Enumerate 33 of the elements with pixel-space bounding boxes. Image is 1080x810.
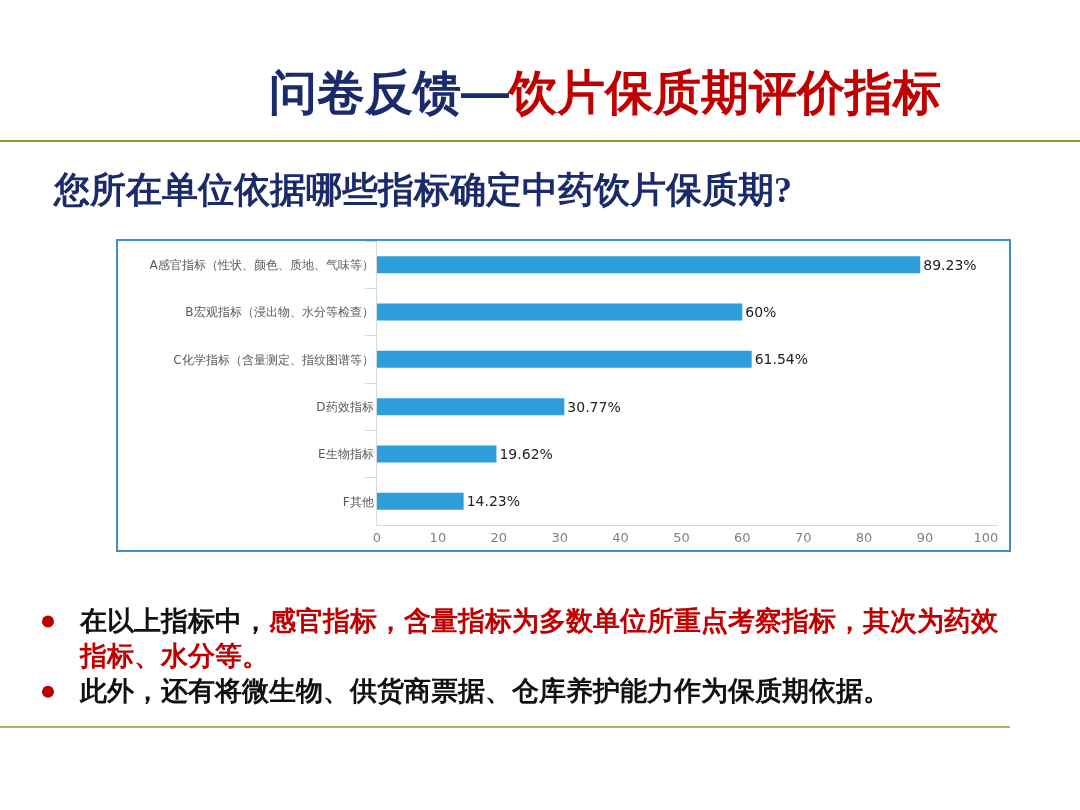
x-tick-label: 20 (490, 529, 508, 545)
data-label: 60% (745, 304, 777, 320)
x-tick-label: 60 (734, 529, 751, 545)
data-label: 19.62% (499, 446, 553, 462)
x-tick-label: 90 (916, 529, 934, 545)
x-tick-label: 70 (794, 529, 812, 545)
text: 在以上指标中，感官指标，含量指标为多数单位所重点考察指标，其次为药效指标、水分等。 (79, 606, 999, 672)
chart-title: 问卷反馈—饮片保质期评价指标 (269, 65, 941, 119)
bar (377, 303, 743, 321)
bar (377, 445, 497, 463)
text: 此外，还有将微生物、供货商票据、仓库养护能力作为保质期依据。 (79, 676, 890, 706)
bar (377, 492, 464, 510)
x-tick-label: 50 (673, 529, 690, 545)
y-tick-label: B宏观指标（浸出物、水分等检查） (185, 305, 374, 320)
y-tick-label: F其他 (342, 494, 374, 509)
x-tick-label: 80 (855, 529, 873, 545)
data-label: 61.54% (754, 351, 809, 368)
chart-subtitle: 您所在单位依据哪些指标确定中药饮片保质期? (52, 170, 792, 210)
x-tick-label: 40 (612, 529, 629, 545)
y-tick-label: A感官指标（性状、颜色、质地、气味等） (149, 257, 374, 272)
bar (377, 256, 921, 274)
x-tick-label: 100 (973, 529, 999, 545)
y-tick-label: D药效指标 (316, 399, 374, 414)
data-label: 89.23% (923, 256, 977, 273)
x-tick-label: 30 (551, 529, 568, 545)
bar (377, 350, 752, 368)
data-label: 30.77% (567, 398, 621, 415)
y-tick-label: E生物指标 (318, 447, 374, 462)
data-label: 14.23% (466, 493, 521, 510)
x-tick-label: 0 (372, 529, 382, 545)
bar (377, 398, 565, 416)
x-tick-label: 10 (429, 529, 447, 545)
y-tick-label: C化学指标（含量测定、指纹图谱等） (173, 352, 374, 367)
